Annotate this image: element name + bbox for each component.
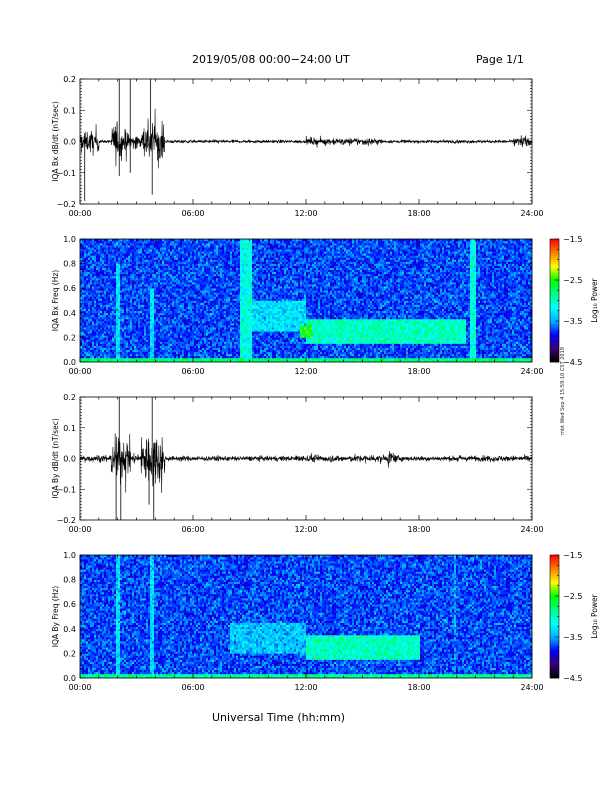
y-tick-label: 0.2 <box>63 393 76 402</box>
x-tick-label: 18:00 <box>407 367 430 376</box>
colorbar-tick-label: −2.5 <box>563 592 582 601</box>
y-tick-label: 0.4 <box>63 625 76 634</box>
y-tick-label: 1.0 <box>63 235 76 244</box>
y-tick-label: 1.0 <box>63 551 76 560</box>
colorbar-label: Log₁₀ Power <box>590 277 599 322</box>
y-tick-label: 0.8 <box>63 260 76 269</box>
x-tick-label: 18:00 <box>407 209 430 218</box>
x-tick-label: 00:00 <box>68 683 91 692</box>
x-axis-label: Universal Time (hh:mm) <box>212 711 345 724</box>
colorbar-label: Log₁₀ Power <box>590 593 599 638</box>
y-tick-label: 0.2 <box>63 333 76 342</box>
colorbar-tick-label: −3.5 <box>563 633 582 642</box>
y-tick-label: −0.2 <box>57 516 76 525</box>
spectrogram-cells <box>80 555 533 679</box>
line-panel-0: 0.2 0.1 0.0 −0.1 −0.2 IQA Bx dB/dt (nT/sec) 00… <box>51 75 544 218</box>
x-tick-label: 18:00 <box>407 525 430 534</box>
x-tick-label: 12:00 <box>294 525 317 534</box>
y-tick-label: 0.0 <box>63 138 76 147</box>
y-tick-label: 0.8 <box>63 576 76 585</box>
y-tick-label: 0.0 <box>63 455 76 464</box>
colorbar-tick-label: −4.5 <box>563 674 582 683</box>
x-tick-label: 06:00 <box>181 525 204 534</box>
x-tick-label: 24:00 <box>520 683 543 692</box>
x-tick-label: 12:00 <box>294 683 317 692</box>
header-page-number: Page 1/1 <box>476 53 524 66</box>
colorbar-tick-label: −2.5 <box>563 276 582 285</box>
side-note: mbt Wed Sep 4 15:59:10 CST 2019 <box>560 285 570 435</box>
y-tick-label: 0.1 <box>63 106 76 115</box>
line-panel-2: 0.2 0.1 0.0 −0.1 −0.2 IQA By dB/dt (nT/sec) 00… <box>51 393 544 534</box>
colorbar-tick-label: −1.5 <box>563 551 582 560</box>
spectrogram-panel-3: 1.0 0.8 0.6 0.4 0.2 0.0 IQA By Freq (Hz) 00:00 0… <box>51 551 599 692</box>
y-tick-label: 0.1 <box>63 424 76 433</box>
x-tick-label: 06:00 <box>181 209 204 218</box>
colorbar-tick-label: −1.5 <box>563 235 582 244</box>
x-tick-label: 06:00 <box>181 683 204 692</box>
x-tick-label: 24:00 <box>520 367 543 376</box>
colorbar-tick-label: −3.5 <box>563 317 582 326</box>
y-tick-label: −0.1 <box>57 169 76 178</box>
x-tick-label: 00:00 <box>68 367 91 376</box>
x-tick-label: 06:00 <box>181 367 204 376</box>
x-tick-label: 24:00 <box>520 525 543 534</box>
colorbar: −1.5 −2.5 −3.5 −4.5 Log₁₀ Power <box>549 551 599 683</box>
y-tick-label: 0.2 <box>63 649 76 658</box>
y-tick-label: 0.6 <box>63 600 76 609</box>
x-tick-label: 12:00 <box>294 367 317 376</box>
colorbar: −1.5 −2.5 −3.5 −4.5 Log₁₀ Power <box>549 235 599 367</box>
trace-line <box>80 108 532 169</box>
x-tick-label: 00:00 <box>68 209 91 218</box>
y-axis-label: IQA Bx dB/dt (nT/sec) <box>51 101 60 182</box>
colorbar-tick-label: −4.5 <box>563 358 582 367</box>
spectrogram-cells <box>80 239 533 363</box>
y-tick-label: −0.2 <box>57 200 76 209</box>
y-tick-label: 0.2 <box>63 75 76 84</box>
y-tick-label: −0.1 <box>57 485 76 494</box>
trace-line <box>80 433 532 494</box>
x-tick-label: 12:00 <box>294 209 317 218</box>
x-tick-label: 18:00 <box>407 683 430 692</box>
y-axis-label: IQA By Freq (Hz) <box>51 586 60 648</box>
y-tick-label: 0.0 <box>63 358 76 367</box>
spectrogram-panel-1: 1.0 0.8 0.6 0.4 0.2 0.0 IQA Bx Freq (Hz) 00:00 0… <box>51 235 599 376</box>
y-axis-label: IQA Bx Freq (Hz) <box>51 270 60 332</box>
y-tick-label: 0.4 <box>63 309 76 318</box>
x-tick-label: 00:00 <box>68 525 91 534</box>
x-tick-label: 24:00 <box>520 209 543 218</box>
y-tick-label: 0.0 <box>63 674 76 683</box>
y-axis-label: IQA By dB/dt (nT/sec) <box>51 418 60 499</box>
header-date-range: 2019/05/08 00:00−24:00 UT <box>192 53 350 66</box>
y-tick-label: 0.6 <box>63 284 76 293</box>
